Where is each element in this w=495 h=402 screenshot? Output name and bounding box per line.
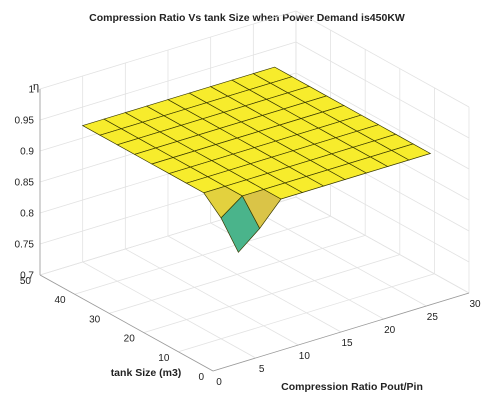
x-tick-label: 15 — [341, 338, 353, 349]
y-tick-label: 40 — [54, 295, 66, 306]
floor-grid-line — [167, 235, 342, 333]
surface — [81, 66, 432, 253]
z-tick-label: 0.95 — [15, 116, 35, 127]
y-axis-line — [39, 274, 214, 372]
floor-grid-line — [253, 209, 427, 307]
x-tick-label: 20 — [384, 325, 396, 336]
z-tick-label: 0.85 — [15, 178, 35, 189]
back-wall-grid-line — [39, 10, 297, 90]
chart-title: Compression Ratio Vs tank Size when Powe… — [89, 12, 405, 24]
z-axis-label: η — [33, 81, 39, 93]
x-tick-label: 5 — [259, 364, 265, 375]
y-axis-label: tank Size (m3) — [111, 367, 182, 379]
z-tick-label: 0.8 — [20, 209, 34, 220]
y-tick-label: 20 — [124, 334, 136, 345]
x-tick-label: 25 — [427, 312, 439, 323]
y-tick-label: 30 — [89, 314, 101, 325]
y-tick-label: 50 — [20, 276, 32, 287]
x-tick-label: 30 — [469, 299, 481, 310]
y-tick-label: 10 — [158, 353, 170, 364]
floor-grid-line — [178, 273, 435, 353]
x-axis-label: Compression Ratio Pout/Pin — [281, 381, 423, 393]
floor-grid-line — [125, 248, 299, 346]
floor-grid-line — [143, 254, 400, 333]
back-wall-grid-line — [39, 41, 297, 121]
side-wall-grid-line — [295, 196, 470, 294]
axes — [39, 89, 470, 372]
side-wall-grid-line — [295, 72, 470, 170]
z-tick-label: 0.9 — [20, 147, 34, 158]
floor-grid-line — [82, 261, 256, 359]
floor-grid-line — [74, 215, 331, 295]
z-tick-label: 0.7 — [20, 271, 34, 282]
z-tick-label: 0.75 — [15, 240, 35, 251]
surface-patch — [390, 143, 432, 161]
x-tick-label: 10 — [299, 351, 311, 362]
y-tick-label: 0 — [198, 372, 204, 383]
floor-grid-line — [109, 235, 366, 314]
x-axis-line — [212, 292, 470, 372]
side-wall-grid-line — [295, 41, 470, 139]
z-tick-label: 1 — [28, 85, 34, 96]
x-tick-label: 0 — [216, 377, 222, 388]
tick-labels: 0.70.750.80.850.90.951010203040500510152… — [15, 85, 481, 389]
side-wall-grid-line — [295, 10, 470, 108]
